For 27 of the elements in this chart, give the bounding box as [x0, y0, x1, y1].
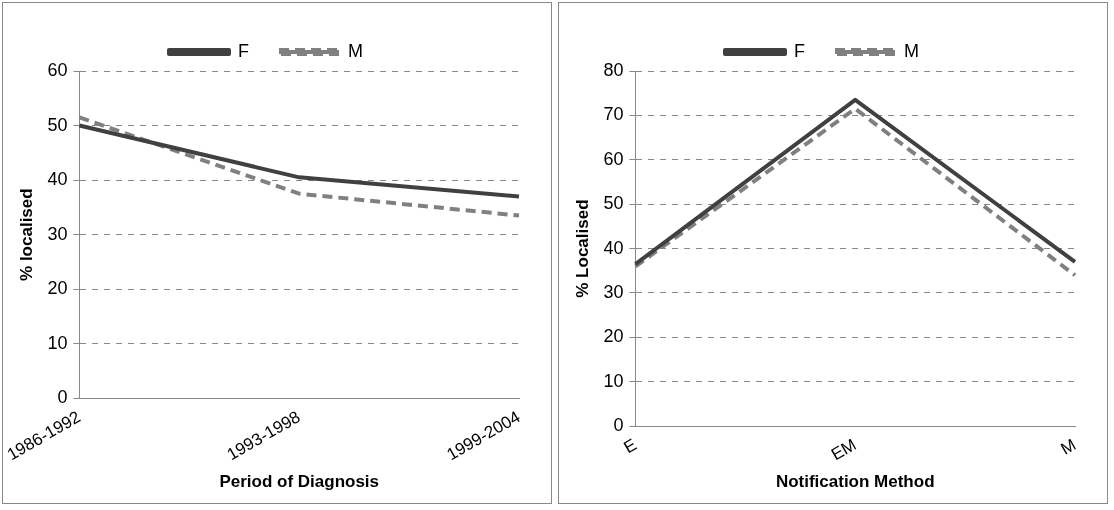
y-tick-label: 20	[603, 326, 624, 347]
y-tick-label: 30	[47, 223, 68, 244]
y-tick-label: 80	[603, 59, 624, 80]
y-tick-label: 50	[47, 114, 68, 135]
y-axis-title: % Localised	[572, 199, 592, 298]
legend-label: F	[238, 40, 250, 61]
y-tick-label: 60	[603, 148, 624, 169]
y-tick-label: 50	[603, 193, 624, 214]
x-tick-label: M	[1057, 435, 1080, 459]
legend-label: M	[348, 40, 363, 61]
x-tick-label: E	[620, 435, 640, 458]
y-tick-label: 20	[47, 278, 68, 299]
y-tick-label: 40	[603, 237, 624, 258]
y-tick-label: 30	[603, 281, 624, 302]
y-tick-label: 60	[47, 59, 68, 80]
x-tick-label: EM	[827, 435, 860, 465]
legend-label: F	[794, 40, 806, 61]
y-tick-label: 70	[603, 104, 624, 125]
y-axis-title: % localised	[16, 188, 36, 281]
y-tick-label: 0	[57, 387, 68, 408]
y-tick-label: 0	[613, 415, 624, 436]
y-tick-label: 10	[47, 332, 68, 353]
y-tick-label: 40	[47, 169, 68, 190]
x-axis-title: Period of Diagnosis	[219, 472, 380, 492]
x-axis-title: Notification Method	[775, 472, 935, 492]
y-tick-label: 10	[603, 370, 624, 391]
legend-label: M	[904, 40, 919, 61]
